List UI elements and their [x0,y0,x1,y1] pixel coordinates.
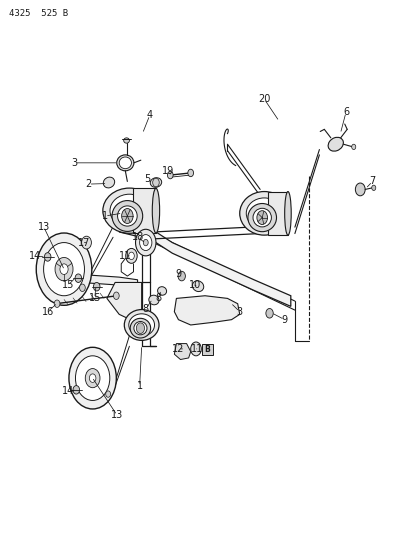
Text: 16: 16 [41,306,54,317]
Text: 13: 13 [111,410,123,421]
Text: 3: 3 [71,158,77,168]
Ellipse shape [103,188,155,233]
Text: 11: 11 [119,251,131,261]
Text: 11: 11 [190,344,202,354]
Ellipse shape [110,194,148,227]
Ellipse shape [152,188,159,233]
Circle shape [355,183,364,196]
Circle shape [126,248,137,263]
Circle shape [81,236,91,249]
FancyBboxPatch shape [202,344,212,356]
Ellipse shape [112,200,142,231]
Ellipse shape [157,287,166,295]
Text: 8: 8 [155,293,161,303]
Text: 15: 15 [62,280,74,290]
Circle shape [167,171,173,179]
Circle shape [89,374,96,382]
Circle shape [136,323,144,334]
Circle shape [143,239,148,246]
Ellipse shape [247,204,276,232]
Text: 7: 7 [369,176,375,187]
Ellipse shape [252,208,271,227]
Circle shape [178,271,185,281]
Ellipse shape [192,281,203,292]
Circle shape [351,144,355,150]
Circle shape [44,253,51,261]
Circle shape [73,385,79,394]
Circle shape [121,208,133,223]
Text: 4325  525 B: 4325 525 B [9,9,68,18]
Ellipse shape [124,138,129,143]
Text: 10: 10 [188,280,200,290]
Text: 12: 12 [172,344,184,354]
Circle shape [60,264,68,274]
Ellipse shape [128,314,154,336]
Ellipse shape [148,295,159,305]
Circle shape [128,252,134,260]
Text: 15: 15 [88,293,101,303]
Circle shape [152,178,159,187]
Circle shape [55,257,73,281]
Text: 3: 3 [236,306,242,317]
Circle shape [371,185,375,190]
Ellipse shape [134,321,146,335]
Circle shape [75,356,110,400]
Text: 1: 1 [136,381,142,391]
Circle shape [265,309,272,318]
Circle shape [93,282,100,291]
Text: 14: 14 [62,386,74,397]
Text: 8: 8 [142,304,148,314]
Circle shape [43,243,84,296]
Ellipse shape [150,177,161,187]
Polygon shape [174,344,190,360]
Ellipse shape [124,310,159,341]
Text: B: B [204,345,210,354]
Text: 18: 18 [131,232,143,243]
Ellipse shape [130,318,150,338]
Ellipse shape [119,157,131,168]
Circle shape [139,235,151,251]
Text: 9: 9 [175,270,181,279]
Ellipse shape [117,155,134,171]
Text: 2: 2 [85,179,92,189]
Circle shape [190,342,201,356]
Circle shape [69,348,116,409]
Ellipse shape [327,138,342,151]
Ellipse shape [117,206,137,226]
Text: 20: 20 [257,94,270,104]
Text: 17: 17 [78,238,90,247]
Circle shape [36,233,92,305]
Polygon shape [133,188,155,233]
Text: 1: 1 [101,211,108,221]
Circle shape [256,211,267,224]
Ellipse shape [239,191,288,235]
Text: 6: 6 [342,107,348,117]
Circle shape [113,292,119,300]
Text: 9: 9 [281,314,287,325]
Circle shape [54,300,60,308]
Polygon shape [80,274,137,288]
Polygon shape [119,221,290,306]
Ellipse shape [284,191,290,235]
Text: 5: 5 [144,174,151,184]
Text: 19: 19 [162,166,174,176]
Ellipse shape [103,177,115,188]
Circle shape [106,391,110,397]
Circle shape [75,274,81,282]
Ellipse shape [246,198,281,229]
Polygon shape [107,282,142,325]
Circle shape [187,169,193,176]
Circle shape [79,284,85,292]
Polygon shape [267,191,287,235]
Text: 4: 4 [146,110,153,120]
Text: 13: 13 [37,222,49,232]
Circle shape [135,229,155,256]
Text: 14: 14 [29,251,41,261]
Polygon shape [174,296,239,325]
Circle shape [85,368,100,387]
